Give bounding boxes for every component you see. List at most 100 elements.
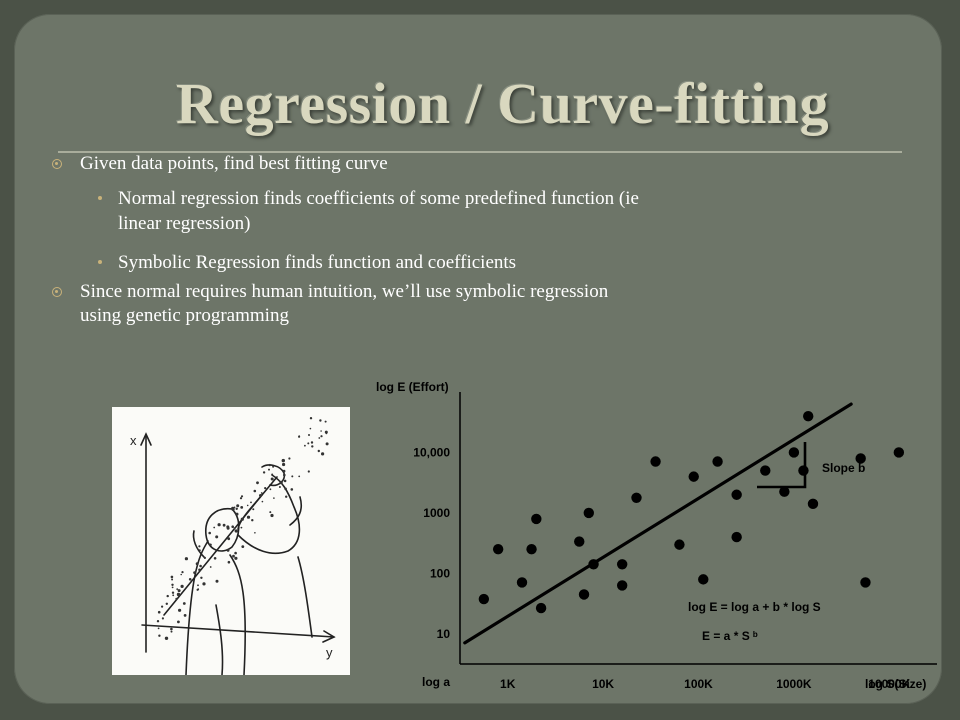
sub-bullet-marker-icon xyxy=(98,260,102,264)
sketch-dot xyxy=(273,497,275,499)
sketch-dot xyxy=(278,486,281,488)
sketch-dot xyxy=(198,549,201,552)
sketch-dot xyxy=(317,449,320,453)
sketch-dot xyxy=(213,557,217,560)
sub-bullet-text: Symbolic Regression finds function and c… xyxy=(118,252,517,273)
sketch-dot xyxy=(304,444,306,447)
y-tick-label: 1000 xyxy=(423,506,450,520)
sketch-dot xyxy=(222,523,226,527)
sketch-dot xyxy=(170,630,173,633)
sketch-dot xyxy=(270,477,274,481)
sketch-dot xyxy=(309,417,313,420)
sketch-dot xyxy=(177,589,181,593)
sketch-dot xyxy=(195,562,199,566)
sketch-dot xyxy=(198,545,201,548)
sketch-dot xyxy=(234,551,237,555)
sketch-dot xyxy=(177,620,180,624)
sketch-dot xyxy=(158,634,161,637)
sketch-dot xyxy=(321,452,325,456)
sub-bullet-item: Normal regression finds coefficients of … xyxy=(98,186,898,236)
regression-line xyxy=(463,402,853,645)
sketch-dot xyxy=(165,602,168,605)
slope-triangle xyxy=(757,442,807,489)
y-tick-label: 100 xyxy=(430,566,450,580)
data-point xyxy=(803,410,814,422)
sketch-dot xyxy=(281,458,285,463)
sketch-dot xyxy=(283,479,287,483)
data-point xyxy=(578,589,590,600)
sketch-dot xyxy=(203,556,206,559)
sketch-dot xyxy=(268,463,271,467)
sketch-dot xyxy=(234,529,238,533)
x-tick-label: 100K xyxy=(684,677,713,691)
data-point xyxy=(688,471,699,482)
sketch-dot xyxy=(161,617,164,620)
sub-bullet-item: Symbolic Regression finds function and c… xyxy=(98,250,898,275)
sketch-dot xyxy=(166,594,169,598)
sketch-y-axis-label: y xyxy=(326,645,333,660)
slope-label: Slope b xyxy=(822,461,865,475)
y-tick-label: 10 xyxy=(437,627,451,641)
title-divider xyxy=(58,151,902,153)
sketch-dot xyxy=(236,504,240,508)
data-point xyxy=(478,593,490,605)
x-tick-label: 1K xyxy=(500,677,516,691)
sketch-dot xyxy=(325,442,329,446)
bullet-text-line: Since normal requires human intuition, w… xyxy=(80,281,609,302)
sketch-dot xyxy=(181,571,184,574)
sketch-dot xyxy=(176,592,181,597)
x-tick-label: 10000K xyxy=(868,677,910,691)
sketch-dot xyxy=(320,430,322,432)
sketch-dot xyxy=(308,434,310,436)
y-tick-label: log a xyxy=(422,675,450,689)
data-point xyxy=(893,447,905,458)
sketch-dot xyxy=(264,487,267,490)
sketch-dot xyxy=(241,545,245,548)
sketch-dot xyxy=(157,627,160,630)
sketch-dot xyxy=(307,442,310,445)
sketch-dot xyxy=(226,526,230,530)
sketch-dot xyxy=(298,435,301,438)
sketch-dot xyxy=(196,588,199,591)
sketch-dot xyxy=(198,568,201,572)
sketch-dot xyxy=(250,501,252,504)
sketch-dot xyxy=(215,535,219,539)
data-point xyxy=(731,531,742,543)
sketch-dot xyxy=(261,500,264,503)
sketch-dot xyxy=(268,468,270,471)
sketch-dot xyxy=(171,591,175,594)
data-point xyxy=(574,536,585,547)
data-point xyxy=(779,486,790,497)
sketch-dot xyxy=(298,475,301,478)
slope-marker xyxy=(757,442,807,489)
data-point xyxy=(616,580,628,591)
sketch-dot xyxy=(172,594,175,597)
sketch-dot xyxy=(272,465,275,468)
data-point xyxy=(526,543,537,555)
data-point xyxy=(731,489,742,500)
sketch-dot xyxy=(320,435,323,438)
sketch-dot xyxy=(311,445,314,448)
sketch-dot xyxy=(231,506,235,511)
sketch-dot xyxy=(226,549,230,552)
x-tick-label: 1000K xyxy=(776,677,812,691)
data-point xyxy=(712,456,723,467)
x-axis-title: log S(Size) xyxy=(865,677,926,691)
chart-ticks: 1K 10K 100K 1000K 10000K 10,000 1000 100 10 log a xyxy=(413,445,910,691)
sketch-dot xyxy=(309,427,312,430)
sketch-dot xyxy=(170,627,173,631)
sketch-dot xyxy=(260,492,263,494)
data-point xyxy=(535,602,547,614)
sketch-dot xyxy=(184,557,188,561)
sketch-dot xyxy=(252,508,255,511)
sketch-dot xyxy=(239,497,243,500)
sketch-dot xyxy=(232,554,235,558)
sketch-dot xyxy=(209,566,212,568)
data-point xyxy=(650,456,661,467)
sketch-dot xyxy=(208,531,211,535)
sketch-dot xyxy=(291,475,294,478)
sketch-dot xyxy=(171,583,174,586)
sketch-dot xyxy=(307,470,310,473)
y-tick-label: 10,000 xyxy=(413,445,450,459)
